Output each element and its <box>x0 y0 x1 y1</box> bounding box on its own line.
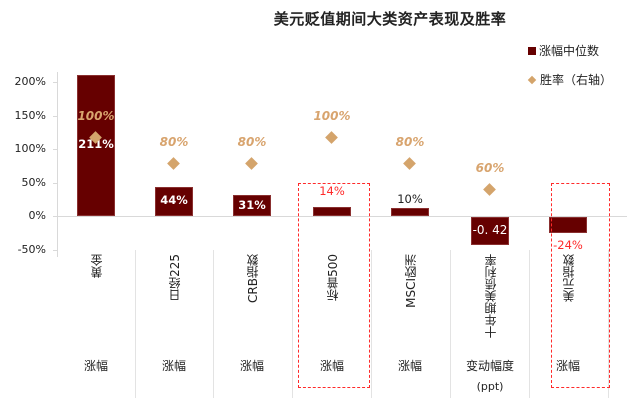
win-rate-label: 60% <box>475 161 505 175</box>
y-tick-mark <box>53 149 57 150</box>
win-rate-diamond-icon <box>245 157 258 170</box>
y-tick-label: 200% <box>14 75 46 88</box>
bar-value-label: -0. 42 <box>472 223 508 238</box>
metric-label: 涨幅 <box>239 359 264 373</box>
zero-line <box>57 216 627 217</box>
bar-6 <box>471 217 509 246</box>
category-divider <box>371 250 372 398</box>
win-rate-diamond-icon <box>403 157 416 170</box>
category-label: CRB指数 <box>245 254 260 303</box>
legend-square-icon <box>528 46 536 55</box>
win-rate-label: 100% <box>77 109 115 123</box>
category-label: MSCI欧洲 <box>403 254 418 308</box>
metric-label: 涨幅 <box>83 359 108 373</box>
category-divider <box>608 250 609 398</box>
y-axis <box>57 72 58 257</box>
bar-7 <box>549 217 587 234</box>
bar-value-label: 14% <box>319 183 345 198</box>
metric-label: 涨幅 <box>397 359 422 373</box>
legend-bar: 涨幅中位数 <box>528 42 599 59</box>
metric-label: 涨幅 <box>555 359 580 373</box>
win-rate-label: 80% <box>159 135 189 149</box>
bar-5 <box>391 208 429 216</box>
win-rate-label: 80% <box>395 135 425 149</box>
win-rate-label: 80% <box>237 135 267 149</box>
category-divider <box>135 250 136 398</box>
bar-value-label: 211% <box>78 137 114 152</box>
metric-label: 变动幅度 <box>465 359 514 373</box>
metric-label: 涨幅 <box>161 359 186 373</box>
bar-4 <box>313 206 351 216</box>
category-label: 黄金 <box>89 254 104 278</box>
category-label: 十年期美债利率 <box>483 254 498 338</box>
win-rate-diamond-icon <box>325 131 338 144</box>
category-divider <box>213 250 214 398</box>
metric-unit-label: (ppt) <box>476 380 504 393</box>
legend-marker-label: 胜率（右轴） <box>540 73 613 87</box>
y-tick-label: -50% <box>17 242 46 256</box>
bar-value-label: -24% <box>553 238 583 253</box>
category-divider <box>292 250 293 398</box>
bar-1 <box>77 74 115 216</box>
metric-label: 涨幅 <box>319 359 344 373</box>
bar-2 <box>155 186 193 216</box>
category-divider <box>450 250 451 398</box>
y-tick-label: 100% <box>14 142 46 155</box>
legend-marker: 胜率（右轴） <box>527 71 613 88</box>
win-rate-label: 100% <box>313 109 351 123</box>
y-tick-mark <box>53 249 57 251</box>
chart-title: 美元贬值期间大类资产表现及胜率 <box>273 10 507 28</box>
win-rate-diamond-icon <box>167 157 180 170</box>
y-tick-mark <box>53 115 57 117</box>
win-rate-diamond-icon <box>483 183 496 196</box>
highlight-box <box>551 183 610 388</box>
bar-value-label: 31% <box>238 197 266 212</box>
category-divider <box>529 250 530 398</box>
y-tick-mark <box>53 216 57 217</box>
highlight-box <box>298 183 370 388</box>
bar-3 <box>233 195 271 216</box>
y-tick-label: 0% <box>28 209 46 222</box>
bar-value-label: 44% <box>160 193 188 208</box>
legend-bar-label: 涨幅中位数 <box>539 44 600 58</box>
legend-diamond-icon <box>527 75 537 84</box>
y-tick-mark <box>53 182 57 184</box>
category-label: 日经225 <box>167 254 182 301</box>
y-tick-label: 150% <box>14 108 46 122</box>
bar-value-label: 10% <box>397 192 423 206</box>
y-tick-mark <box>53 82 57 83</box>
y-tick-label: 50% <box>21 175 46 189</box>
